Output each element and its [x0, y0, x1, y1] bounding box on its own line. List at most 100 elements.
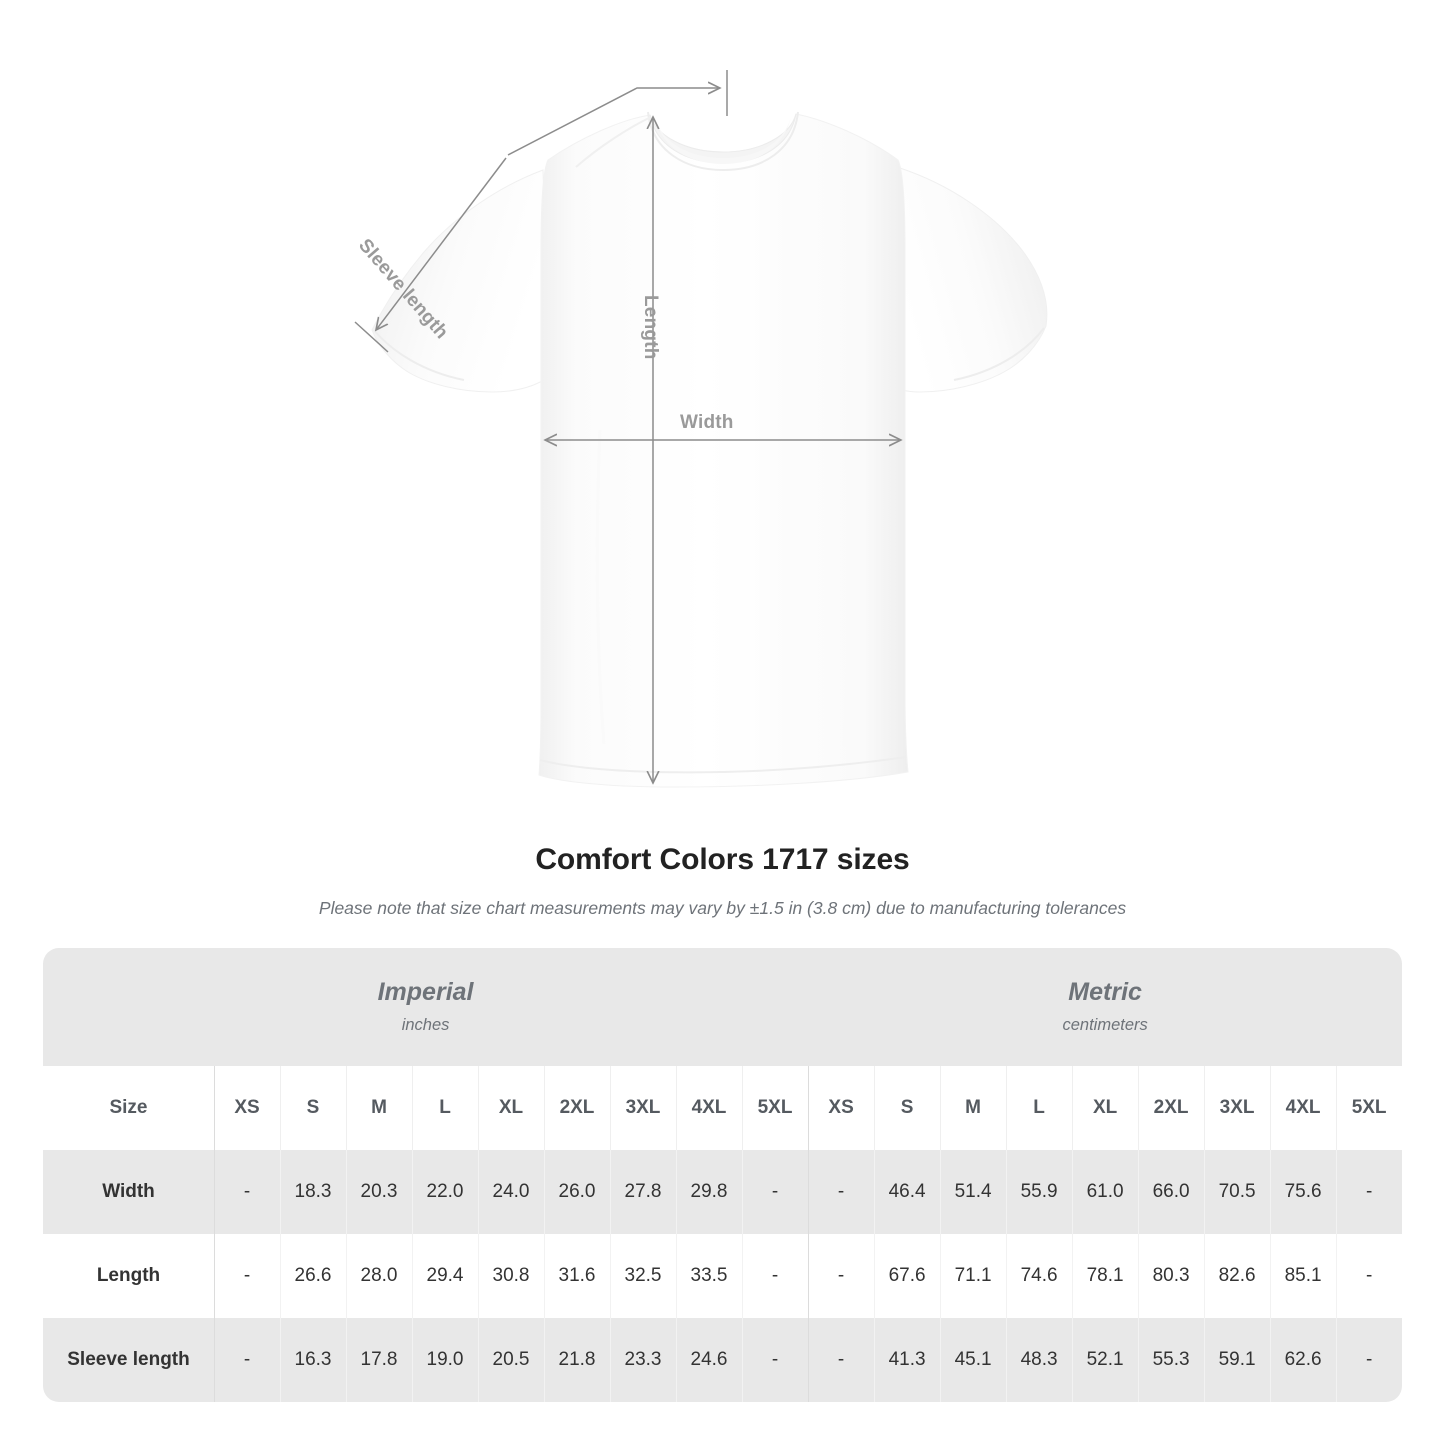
- imperial-system-label: Imperial: [377, 977, 474, 1006]
- imperial-unit-label: inches: [401, 1015, 450, 1034]
- cell-length-imperial-4xl: 33.5: [676, 1234, 742, 1318]
- cell-sleeve-length-imperial-5xl: -: [742, 1318, 809, 1402]
- size-chart-table: Imperial inches Metric centimeters Size XS S M L…: [43, 948, 1403, 1402]
- cell-width-metric-5xl: -: [1336, 1150, 1403, 1234]
- imperial-banner-cell: Imperial inches: [43, 948, 809, 1066]
- cell-sleeve-length-imperial-3xl: 23.3: [610, 1318, 676, 1402]
- measurement-row-label-length: Length: [43, 1234, 214, 1318]
- unit-banner-row: Imperial inches Metric centimeters: [43, 948, 1403, 1066]
- size-column-header-imperial-xs: XS: [214, 1066, 280, 1150]
- cell-width-imperial-5xl: -: [742, 1150, 809, 1234]
- size-column-header-metric-5xl: 5XL: [1336, 1066, 1403, 1150]
- metric-banner-cell: Metric centimeters: [808, 948, 1403, 1066]
- cell-width-imperial-2xl: 26.0: [544, 1150, 610, 1234]
- cell-sleeve-length-metric-3xl: 59.1: [1204, 1318, 1271, 1402]
- tolerance-note: Please note that size chart measurements…: [318, 898, 1127, 918]
- cell-sleeve-length-imperial-xs: -: [214, 1318, 280, 1402]
- measurement-row-label-width: Width: [43, 1150, 214, 1234]
- cell-sleeve-length-metric-l: 48.3: [1006, 1318, 1073, 1402]
- cell-length-metric-m: 71.1: [940, 1234, 1007, 1318]
- tshirt-garment: [371, 111, 1048, 788]
- cell-width-metric-m: 51.4: [940, 1150, 1007, 1234]
- cell-sleeve-length-imperial-xl: 20.5: [478, 1318, 544, 1402]
- cell-length-imperial-2xl: 31.6: [544, 1234, 610, 1318]
- cell-sleeve-length-metric-xs: -: [808, 1318, 875, 1402]
- cell-length-metric-xs: -: [808, 1234, 875, 1318]
- size-column-header-imperial-s: S: [280, 1066, 346, 1150]
- cell-width-metric-4xl: 75.6: [1270, 1150, 1337, 1234]
- size-column-header-metric-s: S: [874, 1066, 941, 1150]
- cell-width-metric-3xl: 70.5: [1204, 1150, 1271, 1234]
- dimension-lines: [354, 70, 901, 783]
- cell-length-imperial-m: 28.0: [346, 1234, 412, 1318]
- cell-sleeve-length-imperial-l: 19.0: [412, 1318, 478, 1402]
- cell-width-imperial-l: 22.0: [412, 1150, 478, 1234]
- cell-width-imperial-m: 20.3: [346, 1150, 412, 1234]
- size-column-header-imperial-5xl: 5XL: [742, 1066, 809, 1150]
- cell-width-metric-xl: 61.0: [1072, 1150, 1139, 1234]
- cell-length-imperial-xs: -: [214, 1234, 280, 1318]
- cell-sleeve-length-imperial-m: 17.8: [346, 1318, 412, 1402]
- size-column-header-metric-l: L: [1006, 1066, 1073, 1150]
- cell-sleeve-length-metric-2xl: 55.3: [1138, 1318, 1205, 1402]
- title-block: Comfort Colors 1717 sizes Please note th…: [0, 843, 1445, 919]
- size-column-header-metric-2xl: 2XL: [1138, 1066, 1205, 1150]
- cell-length-imperial-l: 29.4: [412, 1234, 478, 1318]
- table-row: Width -18.3 20.3 22.0 24.0 26.0 27.8 29.8- -46.4…: [43, 1150, 1403, 1234]
- cell-width-metric-2xl: 66.0: [1138, 1150, 1205, 1234]
- shoulder-leader-line: [507, 88, 720, 156]
- table-row: Length -26.6 28.0 29.4 30.8 31.6 32.5 33.5- -67.…: [43, 1234, 1403, 1318]
- size-column-header-metric-xl: XL: [1072, 1066, 1139, 1150]
- cell-length-metric-2xl: 80.3: [1138, 1234, 1205, 1318]
- cell-width-metric-l: 55.9: [1006, 1150, 1073, 1234]
- size-column-header-metric-3xl: 3XL: [1204, 1066, 1271, 1150]
- size-corner-label: Size: [43, 1066, 214, 1150]
- cell-width-metric-s: 46.4: [874, 1150, 941, 1234]
- metric-unit-label: centimeters: [1062, 1015, 1148, 1034]
- cell-width-metric-xs: -: [808, 1150, 875, 1234]
- size-column-header-imperial-3xl: 3XL: [610, 1066, 676, 1150]
- cell-sleeve-length-imperial-s: 16.3: [280, 1318, 346, 1402]
- size-column-header-imperial-l: L: [412, 1066, 478, 1150]
- cell-width-imperial-s: 18.3: [280, 1150, 346, 1234]
- cell-width-imperial-4xl: 29.8: [676, 1150, 742, 1234]
- size-column-header-imperial-m: M: [346, 1066, 412, 1150]
- cell-length-metric-xl: 78.1: [1072, 1234, 1139, 1318]
- cell-length-metric-s: 67.6: [874, 1234, 941, 1318]
- size-column-header-metric-4xl: 4XL: [1270, 1066, 1337, 1150]
- table-row: Sleeve length -16.3 17.8 19.0 20.5 21.8 23.3 24…: [43, 1318, 1403, 1402]
- cell-sleeve-length-imperial-4xl: 24.6: [676, 1318, 742, 1402]
- width-dimension-label: Width: [680, 412, 734, 433]
- cell-length-imperial-3xl: 32.5: [610, 1234, 676, 1318]
- size-header-row: Size XS S M L XL 2XL 3XL 4XL 5XL XS S M L XL 2XL 3XL 4XL 5…: [43, 1066, 1403, 1150]
- cell-width-imperial-3xl: 27.8: [610, 1150, 676, 1234]
- cell-length-metric-l: 74.6: [1006, 1234, 1073, 1318]
- size-chart-container: Imperial inches Metric centimeters Size XS S M L…: [43, 948, 1403, 1402]
- cell-sleeve-length-metric-5xl: -: [1336, 1318, 1403, 1402]
- cell-length-imperial-5xl: -: [742, 1234, 809, 1318]
- size-column-header-imperial-4xl: 4XL: [676, 1066, 742, 1150]
- cell-length-metric-4xl: 85.1: [1270, 1234, 1337, 1318]
- metric-system-label: Metric: [1068, 977, 1142, 1006]
- sleeve-length-arrow: [376, 157, 507, 330]
- cell-sleeve-length-metric-xl: 52.1: [1072, 1318, 1139, 1402]
- cell-length-metric-5xl: -: [1336, 1234, 1403, 1318]
- measurement-row-label-sleeve-length: Sleeve length: [43, 1318, 214, 1402]
- size-column-header-metric-xs: XS: [808, 1066, 875, 1150]
- tshirt-illustration: Sleeve length Length Width: [354, 70, 1048, 788]
- cell-sleeve-length-metric-s: 41.3: [874, 1318, 941, 1402]
- cell-sleeve-length-imperial-2xl: 21.8: [544, 1318, 610, 1402]
- page-title: Comfort Colors 1717 sizes: [535, 843, 910, 876]
- cell-width-imperial-xs: -: [214, 1150, 280, 1234]
- cell-sleeve-length-metric-m: 45.1: [940, 1318, 1007, 1402]
- size-column-header-metric-m: M: [940, 1066, 1007, 1150]
- cell-length-imperial-xl: 30.8: [478, 1234, 544, 1318]
- size-column-header-imperial-2xl: 2XL: [544, 1066, 610, 1150]
- cell-sleeve-length-metric-4xl: 62.6: [1270, 1318, 1337, 1402]
- cell-width-imperial-xl: 24.0: [478, 1150, 544, 1234]
- cell-length-imperial-s: 26.6: [280, 1234, 346, 1318]
- sleeve-length-end-tick: [354, 321, 389, 353]
- size-column-header-imperial-xl: XL: [478, 1066, 544, 1150]
- length-dimension-label: Length: [640, 295, 661, 360]
- tshirt-diagram-svg: [354, 70, 1048, 788]
